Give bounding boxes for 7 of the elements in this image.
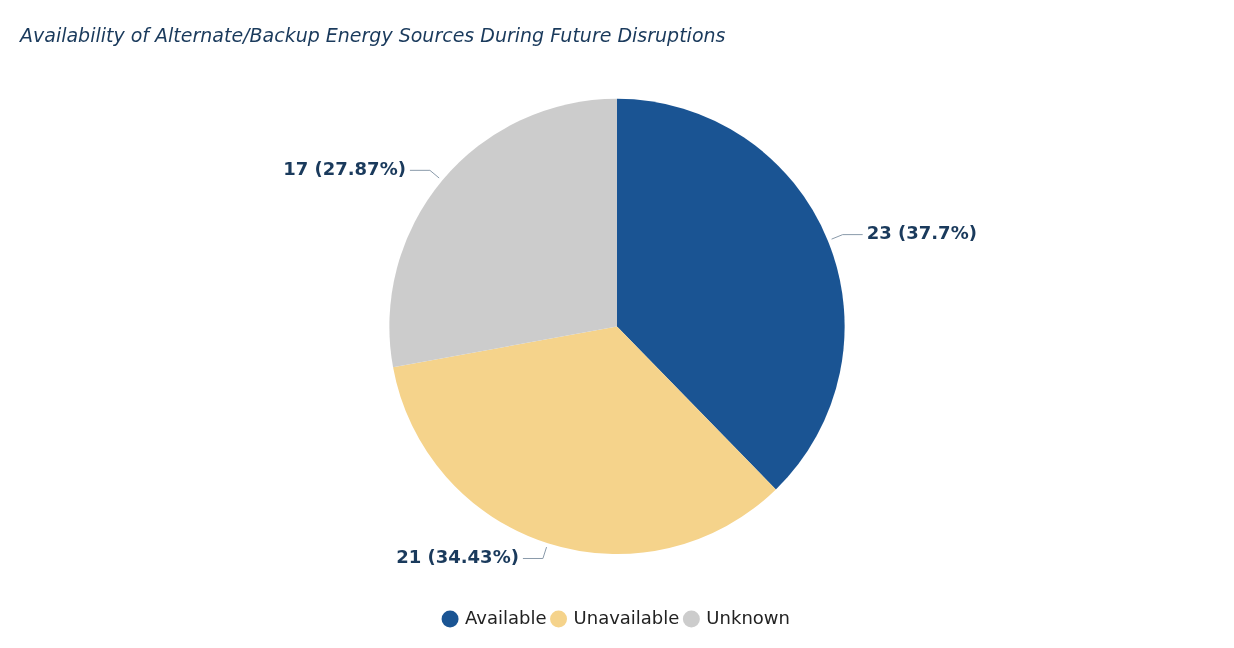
data-label: 21 (34.43%) — [396, 546, 519, 568]
data-label: 23 (37.7%) — [866, 222, 977, 244]
data-label: 17 (27.87%) — [283, 158, 406, 179]
legend-label: Unavailable — [573, 606, 680, 628]
legend-label: Unknown — [706, 606, 790, 628]
legend-label: Available — [465, 606, 547, 628]
chart-title: Availability of Alternate/Backup Energy Sources During Future Disruptions — [18, 24, 726, 47]
